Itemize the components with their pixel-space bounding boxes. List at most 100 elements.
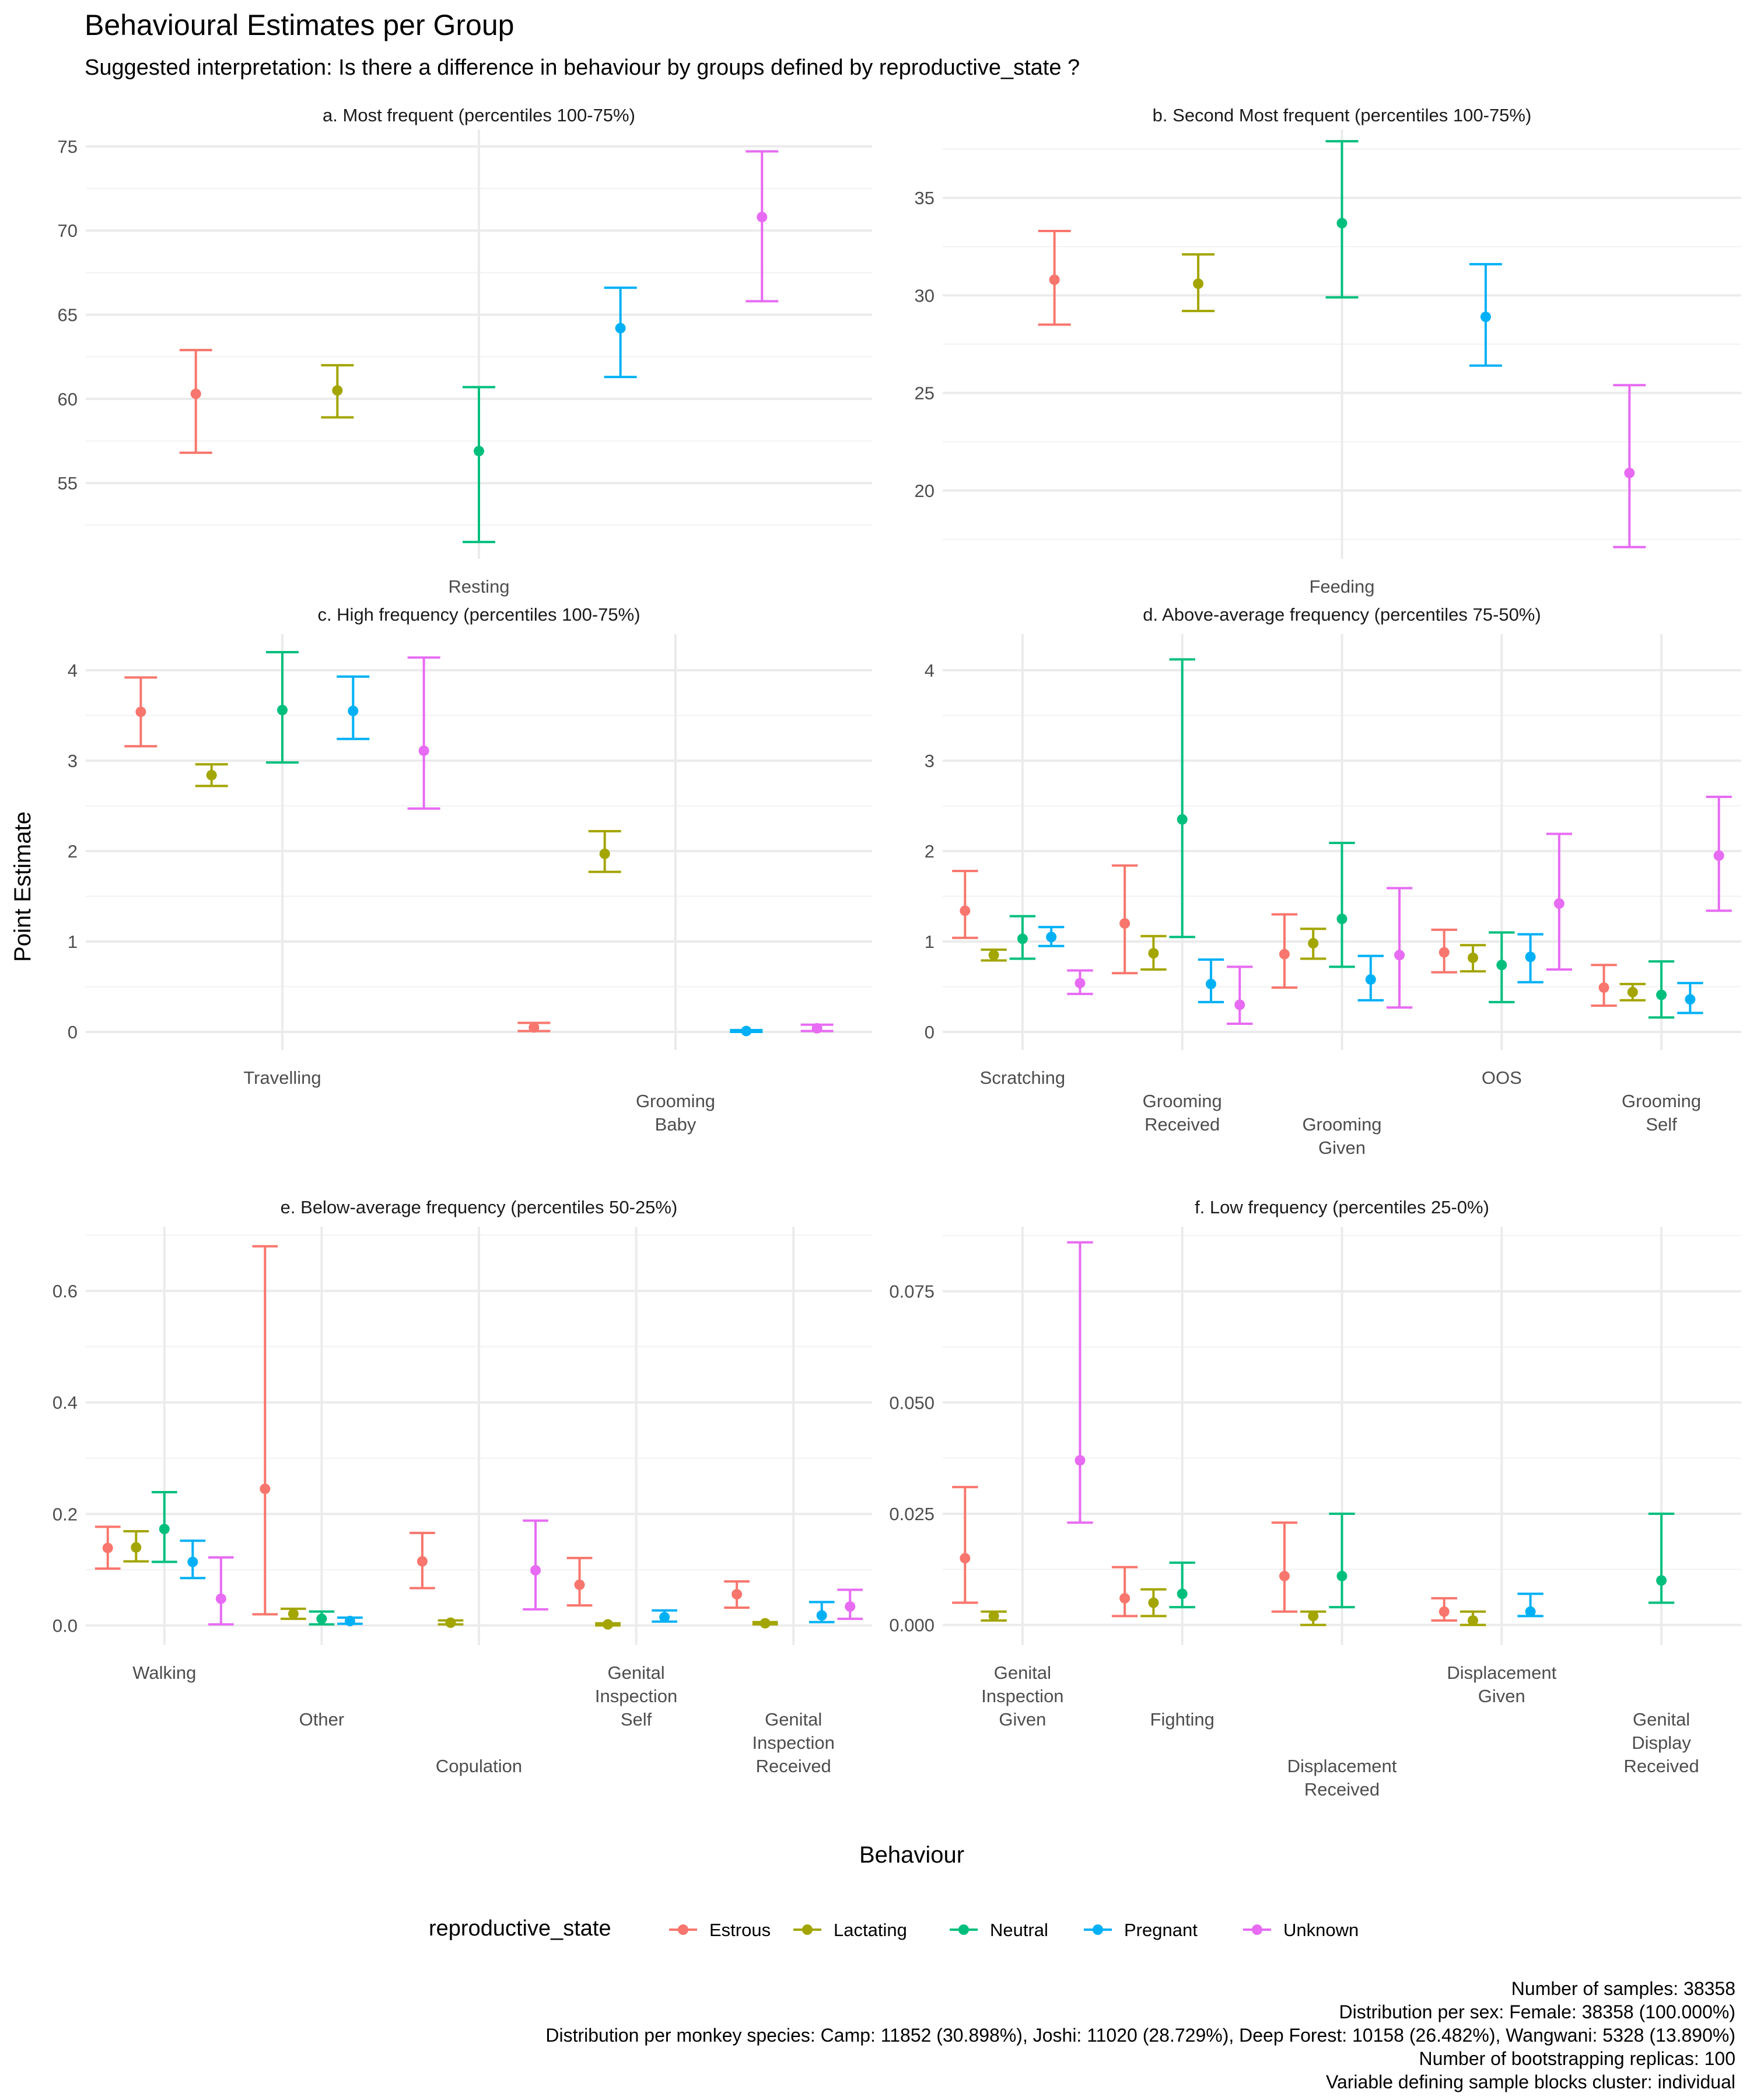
errorbar-lactating [981, 1610, 1007, 1622]
x-tick-label-line: Fighting [1150, 1709, 1214, 1730]
point-estimate [102, 1542, 113, 1553]
errorbar-pregnant [1517, 1592, 1544, 1618]
errorbar-neutral [309, 1610, 335, 1626]
point-estimate [1365, 974, 1376, 985]
point-estimate [474, 446, 484, 457]
errorbar-pregnant [1677, 982, 1703, 1014]
point-estimate [190, 388, 201, 400]
legend-item-neutral: Neutral [950, 1920, 1048, 1940]
point-estimate [1627, 986, 1638, 998]
errorbar-pregnant [180, 1539, 206, 1580]
x-tick-label: Grooming Baby [636, 1091, 715, 1135]
point-estimate [1177, 814, 1188, 825]
y-tick-label: 3 [68, 751, 78, 771]
point-estimate [187, 1556, 198, 1567]
y-tick-label: 0 [68, 1022, 78, 1042]
y-tick-label: 20 [915, 481, 935, 501]
point-estimate [1336, 218, 1348, 229]
y-tick-label: 0.025 [889, 1504, 935, 1524]
point-estimate [659, 1612, 670, 1623]
x-tick-label: Fighting [1150, 1709, 1214, 1730]
errorbar-estrous [566, 1556, 593, 1607]
y-tick-label: 25 [915, 383, 935, 404]
y-tick-label: 0 [925, 1022, 935, 1042]
point-estimate [845, 1601, 856, 1612]
y-tick-label: 0.050 [889, 1392, 935, 1413]
x-tick-label-line: Given [1478, 1686, 1525, 1706]
y-tick-label: 70 [58, 220, 78, 241]
point-estimate [1234, 999, 1245, 1010]
point-estimate [1279, 1570, 1290, 1581]
point-estimate [206, 769, 217, 780]
x-tick-label-line: Walking [132, 1662, 196, 1683]
errorbar-lactating [1460, 944, 1486, 973]
point-estimate [344, 1615, 355, 1626]
errorbar-neutral [1169, 658, 1195, 939]
y-tick-label: 30 [915, 285, 935, 306]
y-tick-label: 0.4 [52, 1392, 78, 1413]
errorbar-estrous [1431, 1597, 1457, 1622]
errorbar-estrous [179, 349, 212, 454]
errorbar-estrous [1111, 1566, 1138, 1618]
x-tick-label-line: OOS [1482, 1068, 1522, 1088]
legend-key-point [1252, 1924, 1262, 1935]
errorbar-estrous [94, 1525, 121, 1570]
errorbar-neutral [1648, 1512, 1675, 1604]
y-tick-label: 60 [58, 389, 78, 410]
x-tick-label-line: Inspection [595, 1686, 677, 1706]
errorbar-neutral [151, 1491, 177, 1563]
panel-title: f. Low frequency (percentiles 25-0%) [1195, 1197, 1489, 1217]
point-estimate [332, 385, 343, 396]
errorbar-lactating [595, 1619, 621, 1630]
errorbar-estrous [124, 676, 158, 748]
point-estimate [1148, 1597, 1159, 1608]
caption-line: Number of samples: 38358 [1511, 1978, 1735, 1999]
errorbar-lactating [1300, 1610, 1326, 1626]
errorbar-pregnant [604, 286, 637, 379]
x-tick-label-line: Self [621, 1709, 652, 1730]
point-estimate [1074, 1455, 1086, 1466]
errorbar-unknown [523, 1519, 548, 1611]
point-estimate [1205, 978, 1216, 989]
x-tick-label: Scratching [980, 1068, 1065, 1088]
point-estimate [316, 1614, 327, 1625]
legend-item-unknown: Unknown [1243, 1920, 1359, 1940]
point-estimate [1279, 949, 1290, 960]
x-tick-label-line: Resting [448, 576, 509, 597]
errorbar-lactating [588, 830, 621, 873]
figure-subtitle: Suggested interpretation: Is there a dif… [85, 55, 1080, 80]
panel-d: 0 1 2 3 4 d. Above-average frequency (percent… [925, 604, 1741, 1158]
point-estimate [1336, 914, 1348, 925]
point-estimate [1656, 1575, 1667, 1586]
x-tick-label: Grooming Self [1622, 1091, 1701, 1135]
caption-line: Variable defining sample blocks cluster:… [1326, 2071, 1735, 2092]
errorbar-neutral [1325, 140, 1359, 299]
x-tick-label-line: Display [1632, 1732, 1691, 1753]
errorbar-pregnant [1357, 954, 1384, 1002]
point-estimate [277, 705, 288, 716]
point-estimate [603, 1619, 614, 1630]
errorbar-estrous [724, 1580, 750, 1609]
errorbar-unknown [1546, 832, 1573, 971]
point-estimate [599, 848, 610, 859]
errorbar-unknown [746, 150, 779, 303]
point-estimate [1074, 978, 1086, 989]
point-estimate [1553, 898, 1564, 909]
y-tick-label: 1 [68, 932, 78, 952]
x-tick-label: Resting [448, 576, 509, 597]
errorbar-lactating [438, 1617, 464, 1628]
y-tick-label: 0.075 [889, 1282, 935, 1302]
legend-label: Lactating [834, 1920, 907, 1940]
x-tick-label: Other [299, 1709, 345, 1730]
errorbar-estrous [1271, 1521, 1298, 1613]
errorbar-unknown [837, 1588, 863, 1620]
errorbar-unknown [1067, 969, 1093, 995]
point-estimate [1525, 1606, 1536, 1617]
x-tick-label-line: Genital [1633, 1709, 1690, 1730]
point-estimate [135, 706, 146, 718]
point-estimate [1046, 932, 1057, 943]
x-tick-label-line: Self [1646, 1114, 1677, 1135]
